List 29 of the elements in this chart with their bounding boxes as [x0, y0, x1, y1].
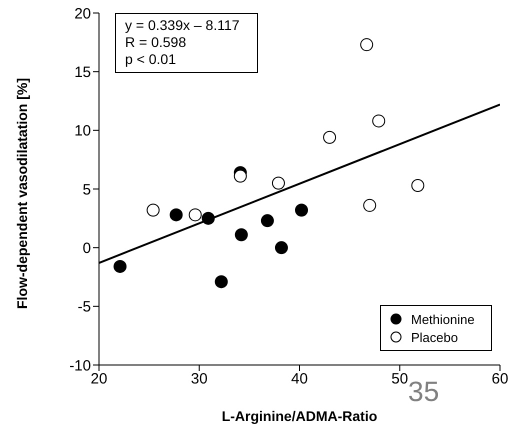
point — [274, 241, 288, 254]
x-tick-label: 60 — [492, 370, 508, 388]
x-tick-label: 40 — [291, 370, 308, 388]
point — [214, 275, 228, 288]
y-tick-label: 15 — [74, 64, 91, 81]
point — [260, 214, 274, 228]
y-tick-label: 10 — [74, 122, 91, 140]
legend-label: Methionine — [411, 312, 475, 326]
legend-label: Placebo — [411, 330, 458, 344]
x-axis-title: L-Arginine/ADMA-Ratio — [222, 408, 378, 424]
annotation: R = 0.598 — [125, 34, 188, 51]
y-tick-label: 5 — [82, 181, 91, 198]
point — [170, 208, 183, 222]
annotation: y = 0.339x – 8.117 — [125, 17, 241, 34]
x-tick-label: 50 — [391, 370, 408, 388]
point — [114, 260, 127, 273]
y-tick-label: -10 — [69, 357, 91, 374]
y-axis-title: Flow-dependent vasodilatation [%] — [14, 78, 30, 309]
equation-box: y = 0.339x – 8.117 R = 0.598 p < 0.01 — [115, 13, 258, 73]
point — [295, 204, 308, 217]
point — [202, 212, 215, 225]
text: 35 — [408, 376, 440, 408]
annotation: p < 0.01 — [125, 51, 177, 68]
point — [234, 228, 248, 242]
x-tick-label: 30 — [190, 370, 208, 388]
y-tick-label: 20 — [74, 5, 91, 22]
y-tick-label: 0 — [82, 240, 91, 257]
point — [234, 170, 247, 183]
y-tick-label: -5 — [78, 298, 91, 316]
